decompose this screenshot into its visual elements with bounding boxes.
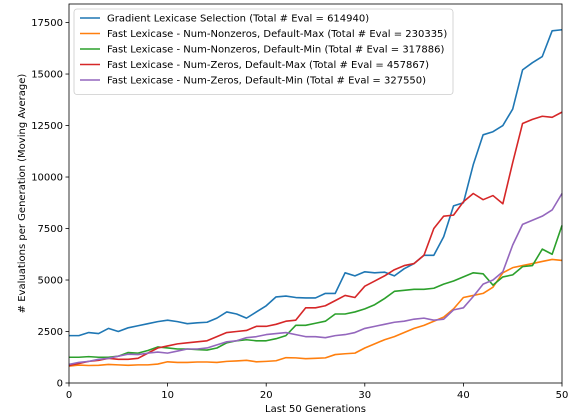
- legend-entry: Gradient Lexicase Selection (Total # Eva…: [107, 14, 369, 25]
- series-line-2: [68, 258, 563, 367]
- x-tick-label: 0: [66, 390, 72, 401]
- series-line-4: [68, 111, 563, 367]
- x-tick-label: 30: [358, 390, 371, 401]
- y-tick-label: 17500: [31, 18, 63, 29]
- series-layer: [68, 28, 563, 367]
- x-axis: 0 10 20 30 40 50: [66, 383, 569, 401]
- y-tick-label: 7500: [38, 224, 63, 235]
- x-axis-label: Last 50 Generations: [265, 404, 366, 415]
- plot-frame: [68, 3, 563, 384]
- x-tick-label: 50: [556, 390, 569, 401]
- x-tick-label: 10: [161, 390, 174, 401]
- legend-entry: Fast Lexicase - Num-Zeros, Default-Min (…: [107, 76, 426, 87]
- legend-entry: Fast Lexicase - Num-Nonzeros, Default-Ma…: [107, 29, 447, 40]
- y-tick-label: 5000: [38, 276, 63, 287]
- series-line-3: [69, 225, 563, 359]
- series-line-5: [68, 193, 563, 366]
- y-tick-label: 12500: [31, 121, 63, 132]
- legend-entry: Fast Lexicase - Num-Nonzeros, Default-Mi…: [107, 45, 444, 56]
- series-line-1: [69, 28, 563, 337]
- y-tick-label: 2500: [38, 327, 63, 338]
- y-tick-label: 15000: [31, 70, 63, 81]
- legend: Gradient Lexicase Selection (Total # Eva…: [73, 8, 454, 95]
- y-axis: 0 2500 5000 7500 10000 12500 15000 17500: [31, 18, 69, 390]
- legend-box: [73, 8, 454, 95]
- legend-entry: Fast Lexicase - Num-Zeros, Default-Max (…: [107, 60, 429, 71]
- y-tick-label: 10000: [31, 173, 63, 184]
- y-tick-label: 0: [57, 379, 63, 390]
- x-tick-label: 40: [457, 390, 470, 401]
- y-axis-label: # Evaluations per Generation (Moving Ave…: [17, 74, 28, 314]
- x-tick-label: 20: [260, 390, 273, 401]
